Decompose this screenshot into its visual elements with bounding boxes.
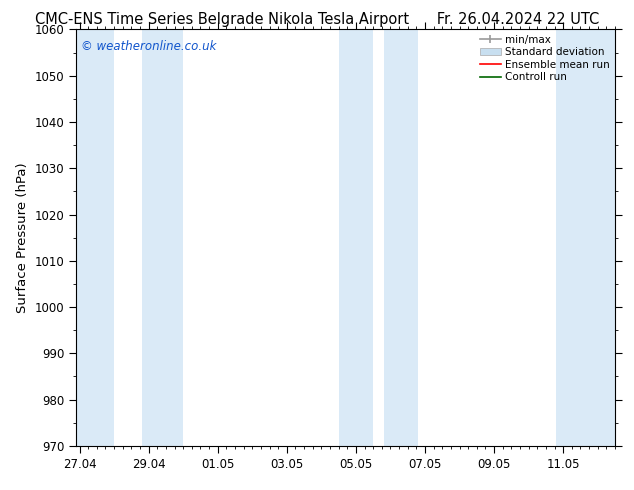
Y-axis label: Surface Pressure (hPa): Surface Pressure (hPa) (16, 162, 29, 313)
Bar (142, 29, 183, 446)
Text: CMC-ENS Time Series Belgrade Nikola Tesla Airport      Fr. 26.04.2024 22 UTC: CMC-ENS Time Series Belgrade Nikola Tesl… (35, 12, 599, 27)
Bar (384, 29, 418, 446)
Bar (339, 29, 373, 446)
Bar (556, 29, 615, 446)
Text: © weatheronline.co.uk: © weatheronline.co.uk (81, 40, 217, 53)
Legend: min/max, Standard deviation, Ensemble mean run, Controll run: min/max, Standard deviation, Ensemble me… (478, 32, 612, 84)
Bar (76, 29, 114, 446)
